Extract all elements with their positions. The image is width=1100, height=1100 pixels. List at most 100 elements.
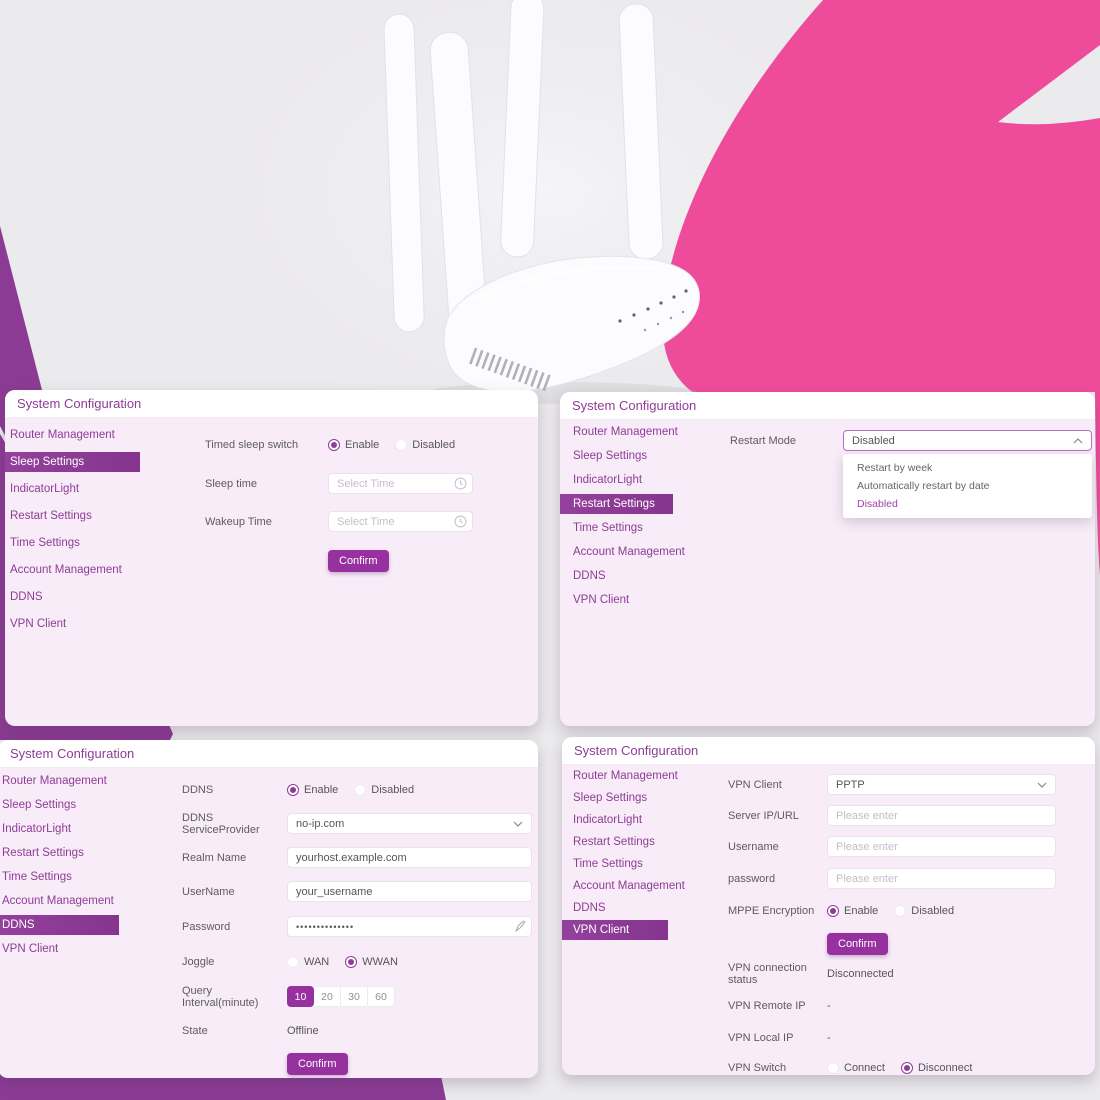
- panel-title: System Configuration: [572, 398, 697, 413]
- sidebar-item-account-management[interactable]: Account Management: [573, 880, 685, 892]
- field-label: VPN Client: [728, 778, 782, 791]
- radio-selected-icon: [900, 1061, 913, 1074]
- provider-select[interactable]: no-ip.com: [287, 813, 532, 834]
- chevron-down-icon: [1037, 782, 1047, 788]
- sidebar-item-indicatorlight[interactable]: IndicatorLight: [10, 483, 80, 495]
- wan-radio[interactable]: WAN: [287, 955, 330, 968]
- sidebar-item-vpn-client[interactable]: VPN Client: [562, 920, 668, 940]
- option-disabled[interactable]: Disabled: [857, 498, 898, 510]
- field-label: VPN Local IP: [728, 1031, 794, 1044]
- ddns-panel: System Configuration Router Management S…: [0, 740, 538, 1078]
- server-ip-input[interactable]: [827, 805, 1056, 826]
- sidebar: Router Management Sleep Settings Indicat…: [0, 771, 168, 963]
- router-body-highlight: [469, 266, 666, 302]
- wwan-radio[interactable]: WWAN: [345, 955, 398, 968]
- vpn-client-panel: System Configuration Router Management S…: [562, 737, 1095, 1075]
- field-label: Joggle: [182, 955, 215, 968]
- disconnect-radio[interactable]: Disconnect: [900, 1061, 973, 1074]
- enable-radio[interactable]: Enable: [287, 783, 338, 796]
- sidebar-item-account-management[interactable]: Account Management: [2, 895, 114, 907]
- realm-name-input[interactable]: [287, 847, 532, 868]
- enable-radio[interactable]: Enable: [827, 904, 878, 917]
- interval-60-button[interactable]: 60: [368, 986, 395, 1007]
- radio-selected-icon: [345, 955, 358, 968]
- option-restart-by-date[interactable]: Automatically restart by date: [857, 480, 990, 492]
- sidebar-item-vpn-client[interactable]: VPN Client: [10, 618, 67, 630]
- sidebar-item-vpn-client[interactable]: VPN Client: [2, 943, 59, 955]
- radio-label: Disabled: [911, 904, 955, 917]
- panel-header: System Configuration: [562, 737, 1095, 765]
- sidebar-item-ddns[interactable]: DDNS: [573, 570, 606, 582]
- sidebar-item-restart-settings[interactable]: Restart Settings: [2, 847, 84, 859]
- radio-label: WAN: [304, 955, 330, 968]
- vpn-password-row: password: [728, 868, 1056, 889]
- sidebar-item-router-management[interactable]: Router Management: [573, 770, 678, 782]
- sidebar-item-time-settings[interactable]: Time Settings: [2, 871, 72, 883]
- sleep-time-input[interactable]: [328, 473, 473, 494]
- connect-radio[interactable]: Connect: [827, 1061, 885, 1074]
- disabled-radio[interactable]: Disabled: [395, 438, 455, 451]
- field-label: VPN Remote IP: [728, 999, 806, 1012]
- sidebar-item-sleep-settings[interactable]: Sleep Settings: [573, 450, 648, 462]
- sidebar-item-router-management[interactable]: Router Management: [573, 426, 678, 438]
- sidebar-item-indicatorlight[interactable]: IndicatorLight: [2, 823, 72, 835]
- sidebar-item-restart-settings[interactable]: Restart Settings: [560, 494, 673, 514]
- sidebar-item-sleep-settings[interactable]: Sleep Settings: [5, 452, 140, 472]
- field-label: Restart Mode: [730, 434, 797, 447]
- sidebar-item-account-management[interactable]: Account Management: [10, 564, 122, 576]
- confirm-button[interactable]: Confirm: [328, 550, 389, 572]
- field-label: Server IP/URL: [728, 809, 799, 822]
- radio-label: Disabled: [371, 783, 415, 796]
- router-body: [443, 255, 700, 393]
- field-label: State: [182, 1024, 208, 1037]
- field-label: DDNS ServiceProvider: [182, 811, 260, 836]
- vpn-client-row: VPN Client PPTP: [728, 774, 1056, 795]
- password-input[interactable]: [287, 916, 532, 937]
- username-input[interactable]: [287, 881, 532, 902]
- field-label: VPN connection status: [728, 961, 807, 986]
- sidebar-item-indicatorlight[interactable]: IndicatorLight: [573, 814, 643, 826]
- vpn-password-input[interactable]: [827, 868, 1056, 889]
- disabled-radio[interactable]: Disabled: [894, 904, 955, 917]
- enable-radio[interactable]: Enable: [328, 438, 379, 451]
- sidebar-item-time-settings[interactable]: Time Settings: [573, 522, 643, 534]
- sidebar-item-time-settings[interactable]: Time Settings: [573, 858, 643, 870]
- interval-30-button[interactable]: 30: [341, 986, 368, 1007]
- interval-20-button[interactable]: 20: [314, 986, 341, 1007]
- sidebar-item-ddns[interactable]: DDNS: [10, 591, 43, 603]
- query-interval-row: Query Interval(minute) 10 20 30 60: [182, 985, 395, 1009]
- radio-label: Disconnect: [917, 1061, 973, 1074]
- sidebar-item-sleep-settings[interactable]: Sleep Settings: [573, 792, 648, 804]
- sidebar-item-ddns[interactable]: DDNS: [573, 902, 606, 914]
- sidebar-item-vpn-client[interactable]: VPN Client: [573, 594, 630, 606]
- disabled-radio[interactable]: Disabled: [354, 783, 415, 796]
- username-row: UserName: [182, 881, 532, 902]
- restart-mode-select[interactable]: Disabled: [843, 430, 1092, 451]
- confirm-button[interactable]: Confirm: [827, 933, 888, 955]
- sidebar-item-ddns[interactable]: DDNS: [0, 915, 119, 935]
- interval-10-button[interactable]: 10: [287, 986, 314, 1007]
- panel-header: System Configuration: [0, 740, 538, 768]
- sidebar-item-account-management[interactable]: Account Management: [573, 546, 685, 558]
- vpn-switch-row: VPN Switch Connect Disconnect: [728, 1057, 972, 1075]
- field-label: password: [728, 872, 776, 885]
- select-value: PPTP: [836, 778, 865, 791]
- sidebar-item-time-settings[interactable]: Time Settings: [10, 537, 80, 549]
- vpn-client-select[interactable]: PPTP: [827, 774, 1056, 795]
- sidebar-item-router-management[interactable]: Router Management: [2, 775, 107, 787]
- wakeup-time-input[interactable]: [328, 511, 473, 532]
- chevron-up-icon: [1073, 437, 1083, 443]
- confirm-button[interactable]: Confirm: [287, 1053, 348, 1075]
- sidebar-item-restart-settings[interactable]: Restart Settings: [10, 510, 92, 522]
- vpn-username-input[interactable]: [827, 836, 1056, 857]
- vpn-remote-ip-value: -: [827, 999, 831, 1012]
- sidebar-item-sleep-settings[interactable]: Sleep Settings: [2, 799, 77, 811]
- restart-settings-panel: System Configuration Router Management S…: [560, 392, 1095, 726]
- vpn-remote-ip-row: VPN Remote IP -: [728, 995, 831, 1016]
- option-restart-by-week[interactable]: Restart by week: [857, 462, 933, 474]
- panel-header: System Configuration: [560, 392, 1095, 420]
- sidebar-item-indicatorlight[interactable]: IndicatorLight: [573, 474, 643, 486]
- sidebar-item-router-management[interactable]: Router Management: [10, 429, 115, 441]
- sidebar-item-restart-settings[interactable]: Restart Settings: [573, 836, 655, 848]
